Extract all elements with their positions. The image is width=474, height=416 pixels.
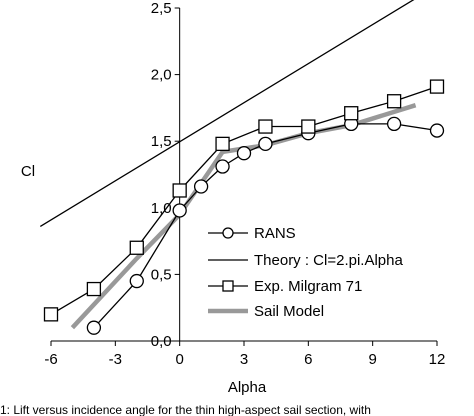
milgram-point xyxy=(258,119,273,134)
x-tick-label: 0 xyxy=(175,351,183,368)
y-tick-label: 1,5 xyxy=(151,133,172,150)
rans-point xyxy=(193,179,209,194)
rans-point xyxy=(215,159,230,174)
series-line-exp-milgram-71 xyxy=(50,85,438,315)
milgram-point xyxy=(301,119,316,134)
milgram-point xyxy=(386,94,402,109)
x-tick-label: 12 xyxy=(429,351,446,368)
y-tick-label: 2,0 xyxy=(151,67,172,84)
legend-label-sail-model: Sail Model xyxy=(254,303,324,320)
rans-point xyxy=(258,136,273,152)
y-tick-label: 0,0 xyxy=(151,333,172,350)
x-tick-label: -3 xyxy=(109,351,122,368)
y-tick-label: 1,0 xyxy=(151,200,172,217)
rans-point xyxy=(86,320,102,335)
milgram-point xyxy=(215,136,230,152)
x-axis-title: Alpha xyxy=(228,379,267,396)
rans-point xyxy=(386,116,402,132)
legend-label-exp-milgram-71: Exp. Milgram 71 xyxy=(254,278,362,295)
milgram-point xyxy=(86,281,102,297)
series-line-theory-cl-2-pi-alpha xyxy=(39,0,415,227)
legend-label-rans: RANS xyxy=(254,225,296,242)
rans-point xyxy=(429,123,445,138)
figure-caption: 1: Lift versus incidence angle for the t… xyxy=(0,404,371,416)
legend-marker-square xyxy=(222,280,234,292)
milgram-point xyxy=(344,106,359,121)
milgram-point xyxy=(429,79,445,94)
milgram-point xyxy=(172,183,187,198)
legend-marker-circle xyxy=(222,227,234,239)
x-tick-label: 3 xyxy=(240,351,248,368)
y-tick-label: 2,5 xyxy=(151,0,172,17)
markers xyxy=(43,79,445,335)
milgram-point xyxy=(129,240,144,255)
x-tick-label: 9 xyxy=(368,351,376,368)
legend: RANS Theory : Cl=2.pi.Alpha Exp. Milgram 7… xyxy=(208,225,403,320)
milgram-point xyxy=(43,307,59,322)
rans-point xyxy=(236,146,252,161)
x-tick-label: -6 xyxy=(44,351,57,368)
plot-area xyxy=(39,0,438,330)
y-tick-label: 0,5 xyxy=(151,266,172,283)
x-tick-label: 6 xyxy=(304,351,312,368)
legend-label-theory-cl-2-pi-alpha: Theory : Cl=2.pi.Alpha xyxy=(254,252,403,269)
rans-point xyxy=(172,203,187,218)
y-axis-title: Cl xyxy=(21,163,35,180)
rans-point xyxy=(129,273,144,289)
